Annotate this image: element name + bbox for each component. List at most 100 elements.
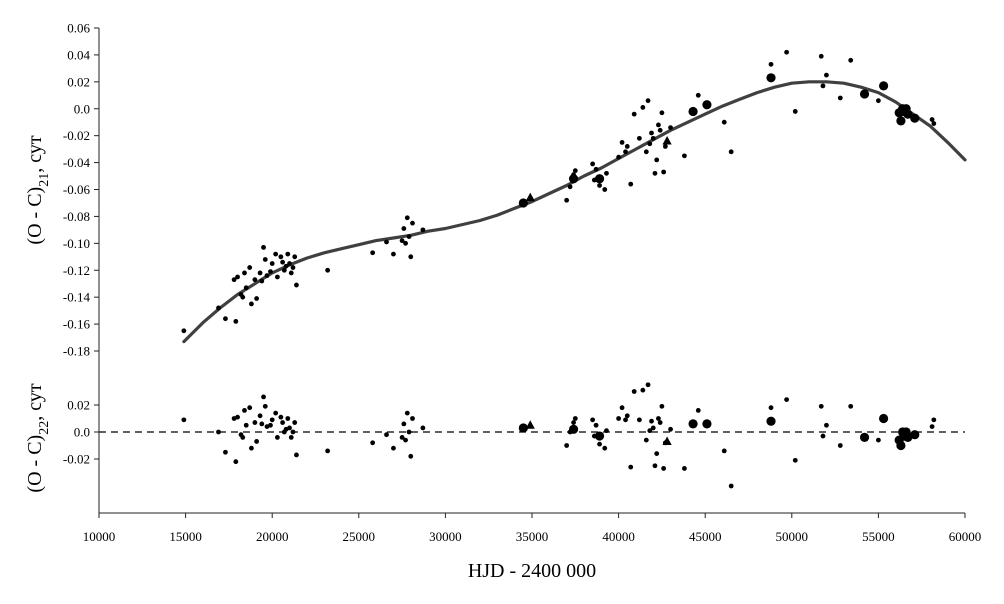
top-point-small	[391, 251, 396, 257]
top-point-small	[661, 169, 667, 175]
top-point-small	[268, 269, 273, 274]
bottom-point-small	[391, 445, 396, 451]
top-point-small	[410, 220, 415, 226]
x-axis: 10000 15000 20000 25000 30000 35000 40000 45000…	[83, 28, 981, 544]
bottom-point-large	[859, 432, 870, 442]
bottom-point-small	[597, 441, 602, 447]
bottom-point-large	[702, 419, 712, 429]
bottom-point-small	[818, 403, 824, 409]
bottom-point-small	[654, 451, 660, 456]
bottom-point-small	[216, 429, 221, 435]
bottom-point-small	[384, 432, 389, 438]
top-point-small	[404, 215, 410, 221]
top-point-small	[564, 197, 570, 203]
top-point-small	[656, 122, 661, 128]
bottom-point-small	[640, 387, 646, 393]
bottom-point-small	[572, 416, 578, 421]
bottom-point-small	[287, 425, 292, 431]
bottom-point-large	[910, 430, 920, 440]
top-point-small	[231, 277, 237, 283]
top-point-small	[929, 117, 935, 122]
top-point-small	[278, 254, 284, 260]
top-point-small	[590, 161, 596, 167]
top-point-small	[408, 254, 414, 260]
bottom-point-small	[631, 389, 637, 394]
top-point-small	[181, 328, 187, 334]
bottom-point-small	[695, 408, 701, 413]
bottom-y-tick-label: 0.02	[67, 398, 90, 413]
top-point-small	[659, 110, 665, 116]
bottom-point-small	[876, 437, 881, 443]
top-point-small	[643, 149, 649, 155]
top-point-small	[264, 273, 270, 279]
x-tick-label: 45000	[689, 529, 722, 544]
top-point-small	[652, 170, 658, 176]
top-point-small	[820, 83, 826, 89]
top-point-large	[688, 106, 698, 117]
top-y-tick-label: -0.10	[63, 236, 90, 251]
bottom-point-small	[420, 425, 426, 431]
top-y-tick-label: 0.06	[67, 21, 90, 36]
top-point-small	[240, 294, 246, 300]
top-point-small	[223, 316, 228, 322]
top-point-small	[784, 49, 790, 55]
top-point-small	[281, 267, 287, 273]
top-point-small	[567, 184, 573, 190]
bottom-point-small	[249, 445, 254, 451]
bottom-point-small	[628, 464, 634, 470]
bottom-point-small	[784, 397, 790, 402]
bottom-point-small	[233, 459, 239, 465]
bottom-y-label-sub: 22	[37, 421, 52, 435]
top-point-small	[654, 157, 660, 163]
bottom-y-label-unit: , сут	[24, 383, 46, 421]
top-point-small	[269, 261, 275, 266]
bottom-point-small	[661, 466, 667, 471]
top-y-tick-label: 0.04	[67, 47, 90, 62]
bottom-point-large	[688, 419, 698, 429]
x-axis-label: HJD - 2400 000	[468, 560, 596, 582]
x-tick-label: 55000	[862, 529, 895, 544]
top-point-large	[878, 81, 889, 91]
bottom-point-small	[659, 403, 665, 409]
bottom-point-large	[766, 416, 776, 426]
top-point-large	[910, 113, 920, 123]
top-point-small	[252, 277, 258, 283]
top-point-small	[370, 250, 376, 256]
bottom-point-small	[645, 382, 651, 388]
bottom-point-small	[294, 452, 299, 458]
top-point-small	[931, 121, 937, 126]
top-point-large	[594, 174, 605, 184]
fit-curve	[182, 80, 967, 344]
top-point-small	[290, 265, 296, 270]
top-point-small	[288, 270, 294, 276]
top-point-small	[249, 301, 254, 307]
top-point-small	[325, 267, 331, 273]
top-point-small	[619, 139, 625, 145]
top-point-small	[837, 95, 843, 101]
top-point-small	[631, 111, 637, 117]
bottom-point-small	[647, 428, 653, 434]
bottom-point-small	[401, 421, 407, 427]
bottom-point-small	[261, 394, 266, 400]
bottom-point-small	[636, 417, 642, 423]
bottom-point-small	[404, 410, 410, 416]
bottom-point-small	[254, 439, 260, 444]
top-point-small	[406, 234, 412, 240]
bottom-y-label-main: (O - C)	[24, 435, 46, 493]
bottom-point-large	[896, 440, 906, 451]
top-point-small	[280, 259, 285, 265]
bottom-point-small	[240, 435, 246, 440]
bottom-point-small	[931, 417, 937, 423]
bottom-point-small	[269, 417, 275, 423]
top-panel: 0.06 0.04 0.02 0.0 -0.02 -0.04 -0.06 -0.08 -0.10…	[63, 21, 967, 359]
bottom-point-small	[929, 424, 935, 429]
bottom-point-small	[285, 416, 291, 421]
top-point-small	[593, 166, 599, 172]
bottom-point-small	[593, 422, 599, 428]
bottom-point-small	[273, 410, 279, 416]
top-point-large	[859, 89, 870, 99]
bottom-point-small	[406, 429, 412, 435]
top-point-small	[274, 274, 280, 280]
bottom-point-small	[243, 422, 249, 428]
top-point-small	[399, 238, 405, 244]
